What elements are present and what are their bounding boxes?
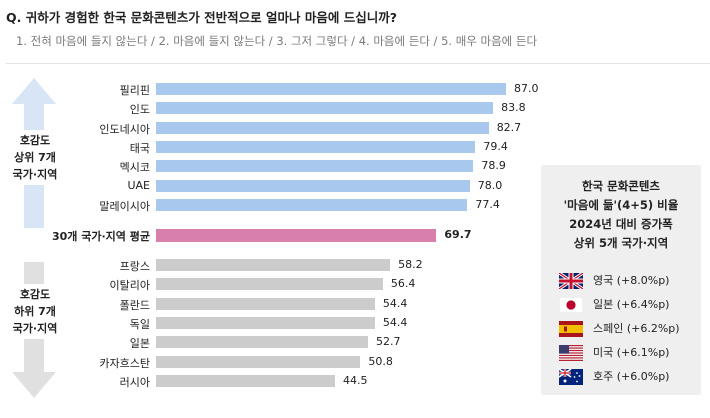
uk-flag-icon [559, 273, 583, 289]
category-label: 인도네시아 [99, 122, 150, 136]
category-label: 태국 [129, 141, 150, 155]
spain-flag-icon [559, 321, 583, 337]
category-label: 필리핀 [119, 84, 150, 97]
bar [156, 121, 489, 134]
category-label: 카자흐스탄 [99, 356, 150, 370]
value-label: 87.0 [514, 82, 539, 95]
bar [156, 336, 368, 349]
value-label: 58.2 [398, 258, 423, 271]
group-label-top-text: 호감도 상위 7개 국가·지역 [12, 134, 58, 181]
sidebox-item-label: 미국 (+6.1%p) [593, 346, 670, 359]
group-label-bottom: 호감도 하위 7개 국가·지역 [4, 284, 66, 339]
value-label: 78.9 [481, 159, 506, 173]
usa-flag-icon [559, 345, 583, 361]
group-label-bottom-text: 호감도 하위 7개 국가·지역 [12, 288, 58, 335]
value-label: 54.4 [382, 315, 408, 329]
category-label: 프랑스 [119, 260, 150, 273]
sidebox-item-label: 호주 (+6.0%p) [593, 370, 670, 383]
bar [156, 229, 437, 242]
group-label-top: 호감도 상위 7개 국가·지역 [4, 130, 66, 185]
category-label: 러시아 [119, 375, 150, 389]
sidebox-item-label: 스페인 (+6.2%p) [593, 322, 680, 335]
increase-sidebox: 한국 문화콘텐츠 '마음에 듦'(4+5) 비율 2024년 대비 증가폭 상위… [541, 165, 701, 395]
bar [156, 259, 391, 271]
category-label: 일본 [129, 337, 150, 351]
value-label: 56.4 [390, 277, 416, 291]
bar [156, 278, 383, 291]
value-label: 77.4 [475, 197, 500, 211]
category-label: 이탈리아 [109, 279, 150, 293]
value-label: 82.7 [496, 120, 522, 134]
category-label: 30개 국가·지역 평균 [52, 230, 150, 243]
divider [6, 63, 710, 64]
bar [156, 102, 494, 115]
bar [156, 140, 476, 153]
bar [156, 316, 375, 329]
bar [156, 374, 336, 387]
bar [156, 198, 468, 211]
question-title: Q. 귀하가 경험한 한국 문화콘텐츠가 전반적으로 얼마나 마음에 드십니까? [6, 10, 397, 25]
japan-flag-icon [559, 297, 583, 313]
category-label: UAE [127, 178, 150, 192]
sidebox-item-label: 일본 (+6.4%p) [593, 298, 670, 311]
bar [156, 179, 470, 192]
category-label: 멕시코 [119, 161, 150, 175]
bar [156, 355, 361, 368]
bar [156, 297, 375, 310]
value-label: 83.8 [501, 101, 526, 115]
sidebox-item-label: 영국 (+8.0%p) [593, 274, 670, 287]
question-scale: 1. 전혀 마음에 들지 않는다 / 2. 마음에 들지 않는다 / 3. 그저… [16, 34, 538, 48]
sidebox-title: 한국 문화콘텐츠 '마음에 듦'(4+5) 비율 2024년 대비 증가폭 상위… [563, 179, 679, 250]
category-label: 말레이시아 [99, 199, 150, 213]
value-label: 78.0 [477, 178, 503, 192]
category-label: 폴란드 [119, 298, 150, 312]
category-label: 인도 [129, 103, 150, 117]
australia-flag-icon [559, 369, 583, 385]
value-label: 50.8 [368, 354, 393, 368]
value-label: 54.4 [382, 296, 408, 310]
value-label: 44.5 [343, 373, 368, 387]
bar [156, 83, 506, 95]
category-label: 독일 [129, 317, 150, 331]
value-label: 69.7 [444, 228, 472, 241]
value-label: 52.7 [376, 335, 401, 349]
bar [156, 160, 474, 173]
value-label: 79.4 [483, 139, 508, 153]
